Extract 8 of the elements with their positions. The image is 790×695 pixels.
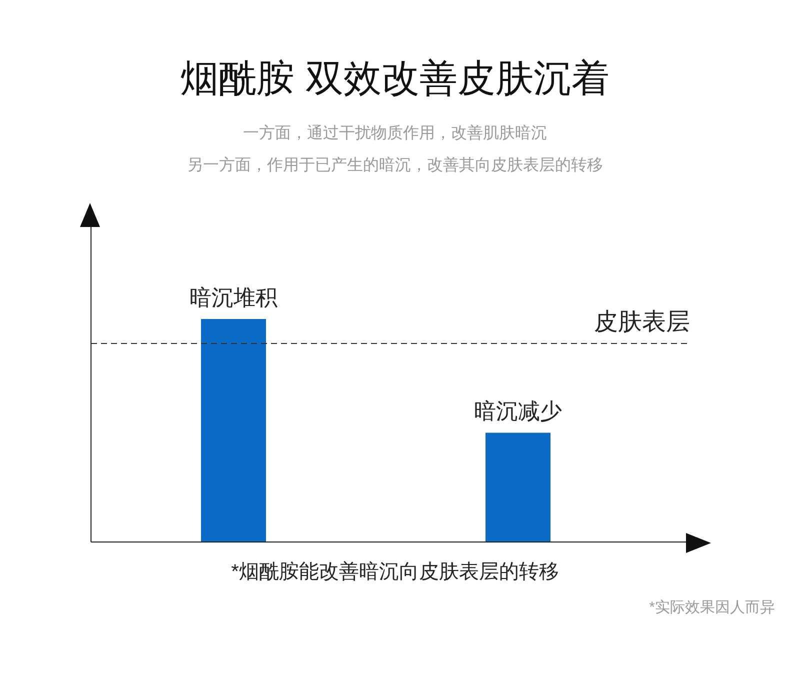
chart-title: 烟酰胺 双效改善皮肤沉着	[180, 57, 610, 102]
text: *烟酰胺能改善暗沉向皮肤表层的转移	[230, 560, 560, 585]
text: 另一方面，作用于已产生的暗沉，改善其向皮肤表层的转移	[186, 155, 604, 176]
x-tick-label: 暗沉堆积	[190, 285, 278, 310]
x-tick-label: 暗沉减少	[474, 398, 562, 424]
chart-subtitle: 一方面，通过干扰物质作用，改善肌肤暗沉	[242, 123, 548, 144]
text: *实际效果因人而异	[649, 598, 775, 617]
ref-line-label: 皮肤表层	[594, 308, 690, 336]
